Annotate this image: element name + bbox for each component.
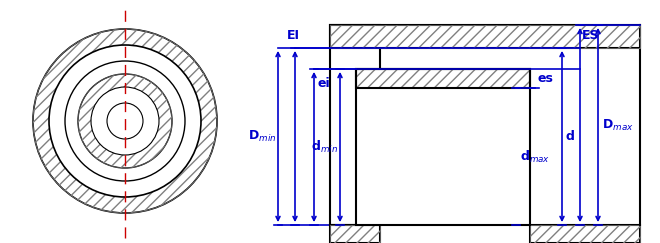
Text: d$_{max}$: d$_{max}$ bbox=[520, 148, 550, 165]
Ellipse shape bbox=[78, 74, 172, 168]
Polygon shape bbox=[330, 25, 380, 225]
Ellipse shape bbox=[49, 45, 201, 197]
Text: D$_{max}$: D$_{max}$ bbox=[602, 117, 634, 132]
Ellipse shape bbox=[91, 87, 159, 155]
Text: ES: ES bbox=[582, 29, 599, 42]
Text: d: d bbox=[566, 130, 575, 143]
Text: D$_{min}$: D$_{min}$ bbox=[248, 129, 276, 144]
Text: EI: EI bbox=[286, 29, 300, 42]
Text: ei: ei bbox=[318, 77, 331, 90]
Text: es: es bbox=[537, 72, 553, 85]
Text: d$_{min}$: d$_{min}$ bbox=[311, 139, 338, 155]
Polygon shape bbox=[330, 25, 640, 48]
Polygon shape bbox=[330, 225, 380, 243]
Polygon shape bbox=[530, 225, 640, 243]
Polygon shape bbox=[356, 69, 530, 225]
Ellipse shape bbox=[107, 103, 143, 139]
Ellipse shape bbox=[33, 29, 217, 213]
Ellipse shape bbox=[65, 61, 185, 181]
